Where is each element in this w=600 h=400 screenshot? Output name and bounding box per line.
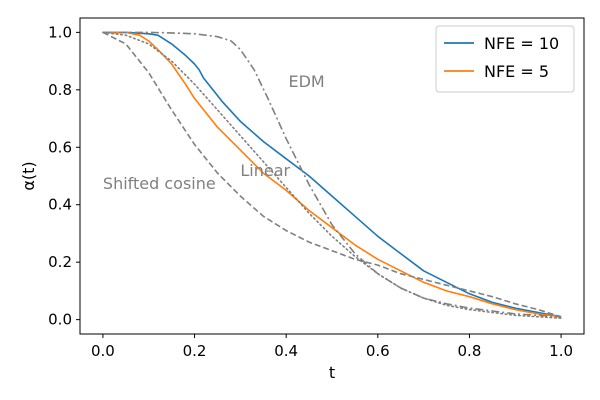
legend: NFE = 10 NFE = 5 [435, 25, 575, 93]
legend-label: NFE = 10 [484, 34, 559, 53]
x-axis-ticks: 0.0 0.2 0.4 0.6 0.8 1.0 [91, 334, 573, 360]
x-tick-label: 0.0 [91, 342, 115, 360]
x-tick-label: 0.4 [274, 342, 298, 360]
annotations: EDM Linear Shifted cosine [103, 72, 325, 193]
y-tick-label: 0.8 [48, 81, 72, 99]
y-axis-label: α(t) [19, 161, 38, 190]
y-tick-label: 1.0 [48, 23, 72, 41]
annotation-label: EDM [288, 72, 324, 91]
series-line-nfe-10 [102, 31, 562, 318]
x-tick-label: 1.0 [549, 342, 573, 360]
series-line-nfe-5 [102, 31, 562, 318]
y-tick-label: 0.6 [48, 138, 72, 156]
y-tick-label: 0.2 [48, 253, 72, 271]
annotation-label: Linear [240, 161, 290, 180]
y-tick-label: 0.4 [48, 196, 72, 214]
y-axis-ticks: 0.0 0.2 0.4 0.6 0.8 1.0 [48, 23, 80, 329]
x-tick-label: 0.8 [458, 342, 482, 360]
annotation-label: Shifted cosine [103, 174, 216, 193]
legend-label: NFE = 5 [484, 62, 549, 81]
series-line-edm [102, 31, 562, 318]
x-axis-label: t [329, 363, 335, 382]
x-tick-label: 0.6 [366, 342, 390, 360]
series-line-shifted-cosine [102, 31, 562, 318]
plot-area-frame [79, 17, 585, 335]
y-tick-label: 0.0 [48, 311, 72, 329]
series-lines [102, 31, 562, 320]
series-line-linear [102, 31, 562, 320]
x-tick-label: 0.2 [183, 342, 207, 360]
